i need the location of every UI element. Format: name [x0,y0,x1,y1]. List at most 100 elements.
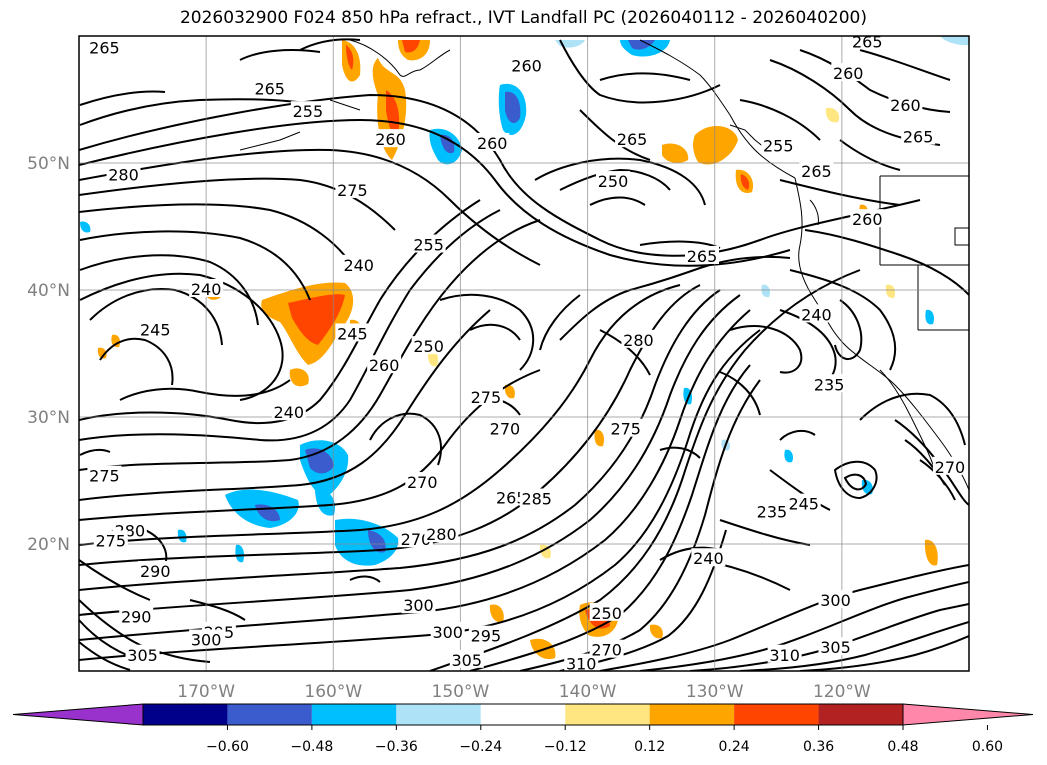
contour-label-bg [487,418,522,437]
contour-label-bg [271,402,306,421]
contour-label-bg [761,135,796,154]
contour-label-bg [786,493,821,512]
colorbar-tick-label: 0.36 [803,739,834,755]
contour-label: 250 [591,604,622,623]
contour-label: 265 [852,32,883,51]
contour-label: 310 [769,646,800,665]
contour-label: 255 [413,236,444,255]
contour-label: 270 [490,420,521,439]
lon-tick-label: 130°W [686,682,744,702]
contour-label: 265 [617,130,648,149]
colorbar-box [734,704,819,725]
colorbar-tick-label: 0.24 [719,739,750,755]
contour-label-bg [818,590,853,609]
contour-label: 260 [890,96,921,115]
colorbar-box [311,704,397,725]
contour-label-bg [430,621,465,640]
contour-label: 275 [337,181,368,200]
contour-label-bg [93,530,128,549]
contour-label-bg [138,560,173,579]
colorbar-tick-label: −0.60 [206,739,249,755]
contour-label-bg [411,336,446,355]
contour-label: 305 [127,646,158,665]
contour-label: 275 [89,467,120,486]
contour-label-bg [799,160,834,179]
contour-labels: 265 265 260 265 260 260 265 255 265 260 260 265 250 2… [87,32,967,674]
colorbar-tick-label: −0.48 [290,739,333,755]
colorbar: −0.60 −0.48 −0.36 −0.24 −0.12 0.12 0.24 0.36 0.4… [12,703,1034,755]
contour-label: 270 [591,641,622,660]
contour-label-bg [589,602,624,621]
contour-label: 300 [403,596,434,615]
contour-label: 260 [477,134,508,153]
contour-label-bg [818,637,853,656]
map-title: 2026032900 F024 850 hPa refract., IVT La… [179,8,867,28]
lon-tick-label: 140°W [559,682,617,702]
contour-label-bg [468,386,503,405]
lon-tick-label: 170°W [177,682,235,702]
colorbar-box [480,704,566,725]
contour-label: 265 [254,79,285,98]
contour-label: 240 [801,305,832,324]
contour-label: 275 [471,388,502,407]
colorbar-box [565,704,650,725]
contour-label-bg [932,456,967,475]
contour-label-bg [685,245,719,264]
contour-label-bg [119,606,154,625]
colorbar-box [649,704,735,725]
contour-label-bg [615,129,650,148]
contour-label-bg [341,254,376,273]
contour-label: 240 [693,549,724,568]
contour-label-bg [519,488,554,507]
contour-label: 240 [343,256,374,275]
contour-label-bg [87,465,122,484]
contour-label: 305 [820,638,851,657]
contour-label: 310 [566,655,597,674]
contour-label: 255 [293,102,324,121]
contour-label-bg [475,132,510,151]
colorbar-outline [142,703,904,726]
lon-tick-label: 150°W [432,682,490,702]
contour-label: 245 [140,321,171,340]
colorbar-tick-label: −0.12 [544,739,587,755]
contour-label-bg [767,644,802,663]
contour-label: 265 [687,247,718,266]
contour-label-bg [106,164,141,183]
contour-label: 265 [496,488,527,507]
contour-label: 275 [610,420,641,439]
contour-label-bg [335,179,370,198]
contour-label-bg [252,78,287,97]
contour-label: 280 [623,331,654,350]
contour-label-bg [608,418,643,437]
contour-label-bg [449,649,484,668]
axis-tick-labels: 170°W 160°W 150°W 140°W 130°W 120°W 50°N 40°N 30… [27,154,871,702]
contour-label: 290 [140,562,171,581]
contour-label: 245 [788,495,819,514]
contour-label-bg [87,37,122,56]
contour-label: 300 [191,631,222,650]
contour-label-bg [411,234,446,253]
contour-label-bg [850,36,885,50]
contour-label: 305 [452,651,483,670]
contour-label-bg [564,653,599,671]
map-frame [78,35,970,672]
colorbar-box [396,704,481,725]
contour-label: 240 [191,280,222,299]
contour-label-bg [367,355,402,374]
contour-label: 260 [833,64,864,83]
contour-label: 270 [935,458,966,477]
contour-label-bg [290,101,325,120]
contour-label: 260 [375,130,406,149]
contour-label-bg [901,126,936,145]
contour-label-bg [691,548,726,567]
refractivity-contours [79,38,969,671]
lat-tick-label: 20°N [27,535,70,555]
contour-label-bg [401,595,436,614]
contour-label: 280 [108,166,139,185]
colorbar-tick-label: 0.48 [887,739,918,755]
colorbar-box [227,704,312,725]
coastlines [239,39,969,491]
contour-label-bg [424,524,459,543]
colorbar-tick-label: −0.36 [375,739,418,755]
contour-label: 270 [407,473,438,492]
